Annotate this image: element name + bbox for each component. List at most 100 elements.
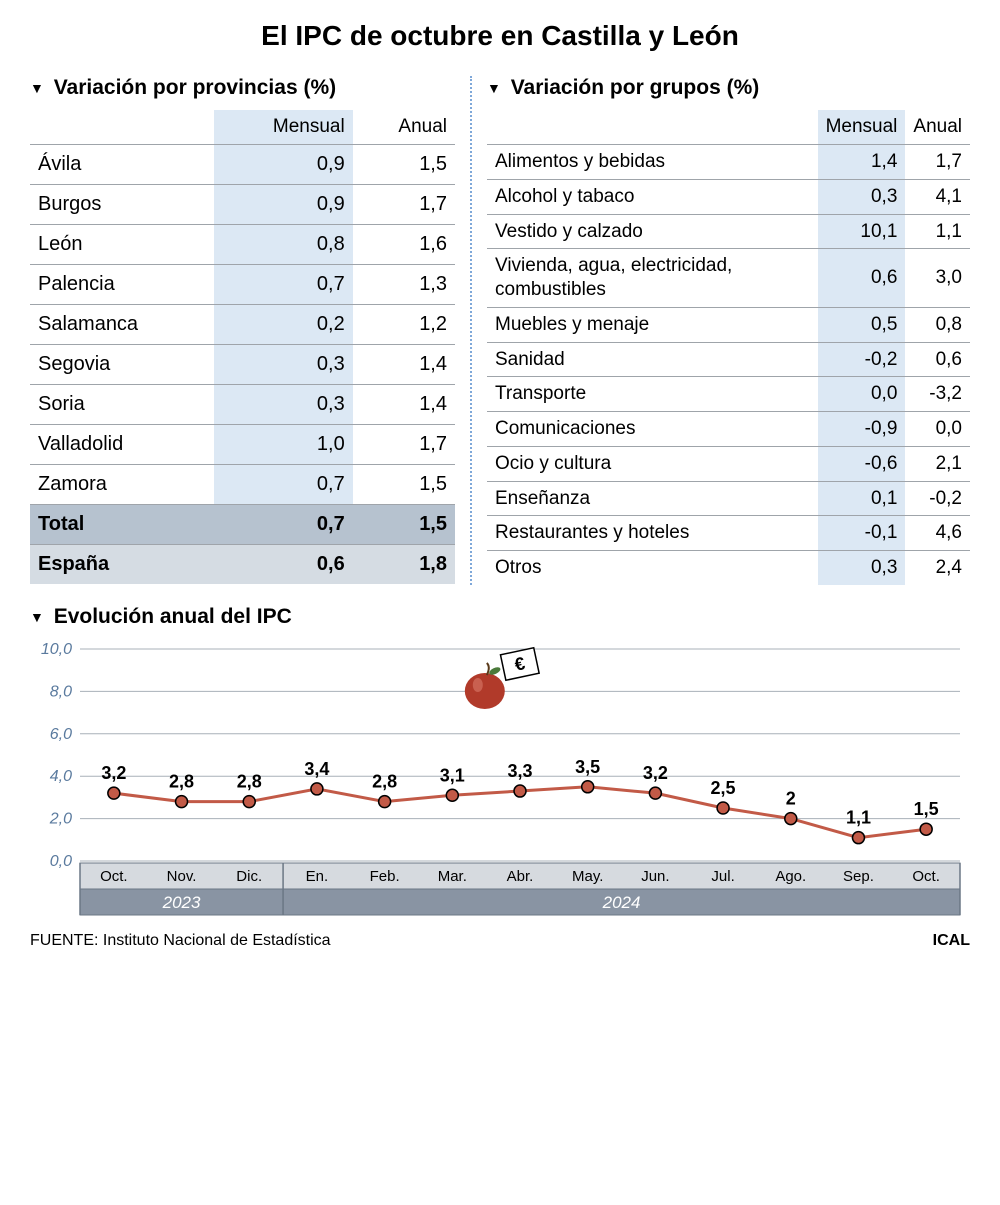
table-row: Zamora 0,7 1,5	[30, 465, 455, 505]
province-anual: 1,3	[353, 265, 455, 305]
svg-text:En.: En.	[306, 868, 329, 885]
province-mensual: 0,7	[214, 465, 353, 505]
group-mensual: 0,0	[818, 377, 906, 412]
col-blank	[487, 110, 818, 145]
svg-text:2,8: 2,8	[372, 771, 397, 791]
table-row: Segovia 0,3 1,4	[30, 345, 455, 385]
groups-panel: ▼ Variación por grupos (%) Mensual Anual…	[472, 76, 970, 585]
province-anual: 1,4	[353, 345, 455, 385]
svg-text:3,3: 3,3	[507, 761, 532, 781]
svg-text:4,0: 4,0	[50, 768, 72, 785]
province-name: Soria	[30, 385, 214, 425]
svg-text:3,5: 3,5	[575, 757, 600, 777]
group-mensual: 0,1	[818, 481, 906, 516]
group-name: Restaurantes y hoteles	[487, 516, 818, 551]
chart-container: 0,02,04,06,08,010,0Oct.Nov.Dic.En.Feb.Ma…	[30, 639, 970, 924]
group-anual: 2,1	[905, 446, 970, 481]
table-row: Enseñanza 0,1 -0,2	[487, 481, 970, 516]
table-row: Restaurantes y hoteles -0,1 4,6	[487, 516, 970, 551]
group-mensual: -0,2	[818, 342, 906, 377]
col-mensual: Mensual	[818, 110, 906, 145]
provinces-table: Mensual Anual Ávila 0,9 1,5Burgos 0,9 1,…	[30, 110, 455, 584]
province-mensual: 0,9	[214, 185, 353, 225]
table-row: Vivienda, agua, electricidad, combustibl…	[487, 249, 970, 308]
tables-row: ▼ Variación por provincias (%) Mensual A…	[30, 76, 970, 585]
province-name: León	[30, 225, 214, 265]
total-name: España	[30, 545, 214, 585]
group-name: Otros	[487, 551, 818, 585]
group-name: Alcohol y tabaco	[487, 179, 818, 214]
province-name: Burgos	[30, 185, 214, 225]
group-anual: -0,2	[905, 481, 970, 516]
province-mensual: 0,2	[214, 305, 353, 345]
svg-text:8,0: 8,0	[50, 683, 72, 700]
group-anual: 4,6	[905, 516, 970, 551]
svg-text:3,1: 3,1	[440, 765, 465, 785]
province-mensual: 0,8	[214, 225, 353, 265]
svg-text:2,8: 2,8	[237, 771, 262, 791]
group-mensual: 0,3	[818, 179, 906, 214]
svg-text:3,4: 3,4	[304, 759, 329, 779]
group-mensual: 0,6	[818, 249, 906, 308]
col-blank	[30, 110, 214, 145]
svg-text:Ago.: Ago.	[775, 868, 806, 885]
total-mensual: 0,7	[214, 505, 353, 545]
svg-text:Feb.: Feb.	[370, 868, 400, 885]
group-name: Comunicaciones	[487, 412, 818, 447]
groups-header: ▼ Variación por grupos (%)	[487, 76, 970, 100]
page-title: El IPC de octubre en Castilla y León	[30, 20, 970, 52]
group-anual: 3,0	[905, 249, 970, 308]
group-anual: 0,6	[905, 342, 970, 377]
svg-text:2023: 2023	[162, 893, 201, 912]
chart-header-label: Evolución anual del IPC	[54, 605, 292, 628]
table-row: León 0,8 1,6	[30, 225, 455, 265]
svg-text:Sep.: Sep.	[843, 868, 874, 885]
province-name: Valladolid	[30, 425, 214, 465]
group-name: Vivienda, agua, electricidad, combustibl…	[487, 249, 818, 308]
total-mensual: 0,6	[214, 545, 353, 585]
svg-text:2024: 2024	[602, 893, 641, 912]
group-mensual: 1,4	[818, 145, 906, 180]
svg-text:Mar.: Mar.	[438, 868, 467, 885]
svg-text:2,5: 2,5	[711, 778, 736, 798]
group-anual: 4,1	[905, 179, 970, 214]
svg-text:0,0: 0,0	[50, 853, 72, 870]
svg-text:Jun.: Jun.	[641, 868, 669, 885]
group-mensual: 0,5	[818, 307, 906, 342]
svg-text:Oct.: Oct.	[100, 868, 128, 885]
provinces-header: ▼ Variación por provincias (%)	[30, 76, 455, 100]
group-name: Transporte	[487, 377, 818, 412]
svg-text:May.: May.	[572, 868, 603, 885]
group-anual: 0,8	[905, 307, 970, 342]
province-anual: 1,2	[353, 305, 455, 345]
province-mensual: 0,3	[214, 345, 353, 385]
table-row-total: Total 0,7 1,5	[30, 505, 455, 545]
total-name: Total	[30, 505, 214, 545]
province-mensual: 1,0	[214, 425, 353, 465]
group-mensual: 10,1	[818, 214, 906, 249]
group-name: Sanidad	[487, 342, 818, 377]
province-anual: 1,7	[353, 185, 455, 225]
province-name: Ávila	[30, 145, 214, 185]
footer: FUENTE: Instituto Nacional de Estadístic…	[30, 932, 970, 950]
svg-text:Dic.: Dic.	[236, 868, 262, 885]
table-row-total: España 0,6 1,8	[30, 545, 455, 585]
group-name: Vestido y calzado	[487, 214, 818, 249]
svg-text:1,1: 1,1	[846, 807, 871, 827]
group-mensual: -0,6	[818, 446, 906, 481]
province-name: Segovia	[30, 345, 214, 385]
group-anual: 1,7	[905, 145, 970, 180]
total-anual: 1,8	[353, 545, 455, 585]
province-anual: 1,5	[353, 145, 455, 185]
table-row: Palencia 0,7 1,3	[30, 265, 455, 305]
province-mensual: 0,3	[214, 385, 353, 425]
province-name: Palencia	[30, 265, 214, 305]
province-mensual: 0,7	[214, 265, 353, 305]
svg-text:2,0: 2,0	[49, 810, 72, 827]
total-anual: 1,5	[353, 505, 455, 545]
line-chart: 0,02,04,06,08,010,0Oct.Nov.Dic.En.Feb.Ma…	[30, 639, 970, 919]
svg-text:3,2: 3,2	[643, 763, 668, 783]
footer-agency: ICAL	[933, 932, 970, 950]
group-mensual: -0,9	[818, 412, 906, 447]
province-name: Salamanca	[30, 305, 214, 345]
